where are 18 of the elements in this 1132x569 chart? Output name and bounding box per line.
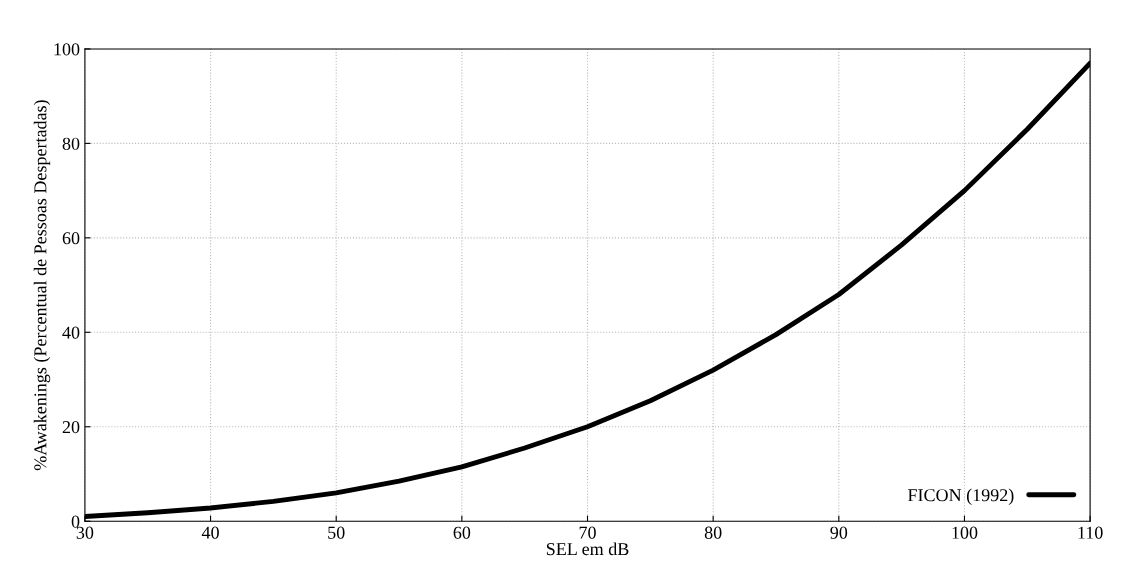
x-tick-label: 50 — [328, 526, 345, 539]
x-tick-label: 60 — [453, 526, 471, 539]
x-tick-label: 70 — [579, 526, 596, 539]
x-tick-label: 30 — [76, 526, 94, 539]
y-tick-label: 40 — [62, 326, 80, 339]
x-tick-label: 80 — [704, 526, 722, 539]
x-tick-label: 90 — [830, 526, 848, 539]
y-tick-label: 20 — [62, 421, 80, 434]
x-tick-label: 100 — [952, 526, 978, 539]
y-tick-label: 60 — [62, 232, 80, 245]
x-tick-label: 110 — [1078, 526, 1103, 539]
y-tick-label: 100 — [54, 43, 80, 56]
x-tick-label: 40 — [201, 526, 219, 539]
x-axis-title: SEL em dB — [546, 542, 629, 556]
y-axis-title: %Awakenings (Percentual de Pessoas Despertadas) — [33, 100, 51, 471]
y-tick-label: 0 — [71, 515, 80, 528]
legend-label: FICON (1992) — [907, 488, 1014, 505]
y-tick-label: 80 — [62, 137, 80, 150]
